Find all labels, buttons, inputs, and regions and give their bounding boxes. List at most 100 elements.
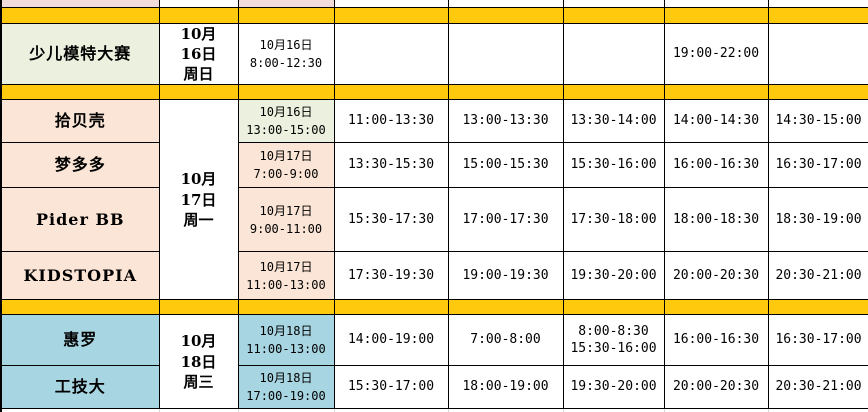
separator-cell	[333, 6, 449, 24]
separator-cell	[767, 299, 868, 316]
date-cell: 10月 16日 周日	[158, 22, 239, 86]
empty-cell	[158, 0, 239, 8]
event-row: KIDSTOPIA 10月17日 11:00-13:00 17:30-19:30 19…	[0, 251, 868, 301]
session-time-cell: 16:00-16:30	[663, 314, 769, 367]
session-time-cell: 20:00-20:30	[663, 365, 769, 410]
separator-cell	[158, 84, 239, 101]
separator-cell	[0, 299, 160, 316]
separator-cell	[562, 299, 665, 316]
separator-row	[0, 6, 868, 24]
session-time-cell: 19:00-22:00	[663, 22, 769, 86]
event-row: Pider BB 10月17日 9:00-11:00 15:30-17:30 17:0…	[0, 187, 868, 253]
session-time-cell: 19:00-19:30	[447, 251, 564, 301]
session-time-cell: 18:00-19:00	[447, 365, 564, 410]
event-name-cell: 拾贝壳	[0, 99, 160, 144]
separator-row	[0, 84, 868, 101]
event-row: 拾贝壳 10月 17日 周一 10月16日 13:00-15:00 11:00-13:…	[0, 99, 868, 301]
session-time-cell: 20:00-20:30	[663, 251, 769, 301]
empty-cell	[333, 0, 449, 8]
session-time-cell: 8:00-8:30 15:30-16:00	[562, 314, 665, 367]
session-time-cell: 15:00-15:30	[447, 142, 564, 189]
empty-cell	[562, 0, 665, 8]
outer-row	[0, 408, 868, 412]
date-cell: 10月 17日 周一	[158, 99, 239, 301]
first-session-cell: 10月16日 13:00-15:00	[237, 99, 335, 144]
session-time-cell: 16:30-17:00	[767, 314, 868, 367]
separator-cell	[767, 6, 868, 24]
event-name-cell: 工技大	[0, 365, 160, 410]
event-name-cell: 少儿模特大赛	[0, 22, 160, 86]
first-session-cell: 10月16日 8:00-12:30	[237, 22, 335, 86]
session-time-cell: 11:00-13:30	[333, 99, 449, 144]
session-time-cell: 15:30-17:30	[333, 187, 449, 253]
event-name-cell: 梦多多	[0, 142, 160, 189]
separator-cell	[237, 84, 335, 101]
session-time-cell: 17:00-17:30	[447, 187, 564, 253]
separator-cell	[333, 84, 449, 101]
date-cell: 10月 18日 周三	[158, 314, 239, 410]
session-time-cell: 16:30-17:00	[767, 142, 868, 189]
separator-cell	[562, 84, 665, 101]
separator-cell	[158, 6, 239, 24]
separator-cell	[333, 299, 449, 316]
session-time-cell: 13:00-13:30	[447, 99, 564, 144]
empty-cell	[237, 0, 335, 8]
event-row: 工技大 10月18日 17:00-19:00 15:30-17:00 18:00-19…	[0, 365, 868, 410]
separator-cell	[447, 299, 564, 316]
session-time-cell: 19:30-20:00	[562, 251, 665, 301]
event-row: 少儿模特大赛 10月 16日 周日 10月16日 8:00-12:30 19:00-2…	[0, 22, 868, 86]
empty-cell	[0, 0, 160, 8]
separator-row	[0, 299, 868, 316]
session-time-cell: 15:30-16:00	[562, 142, 665, 189]
session-time-cell: 15:30-17:00	[333, 365, 449, 410]
empty-cell	[767, 22, 868, 86]
session-time-cell: 13:30-14:00	[562, 99, 665, 144]
separator-cell	[237, 6, 335, 24]
separator-cell	[663, 6, 769, 24]
session-time-cell: 17:30-19:30	[333, 251, 449, 301]
session-time-cell: 7:00-8:00	[447, 314, 564, 367]
first-session-cell: 10月18日 17:00-19:00	[237, 365, 335, 410]
empty-cell	[562, 22, 665, 86]
empty-cell	[767, 0, 868, 8]
first-session-cell: 10月17日 9:00-11:00	[237, 187, 335, 253]
separator-cell	[663, 84, 769, 101]
empty-cell	[447, 22, 564, 86]
session-time-cell: 14:00-14:30	[663, 99, 769, 144]
event-name-cell: 惠罗	[0, 314, 160, 367]
separator-cell	[562, 6, 665, 24]
separator-cell	[237, 299, 335, 316]
separator-cell	[158, 299, 239, 316]
session-time-cell: 18:00-18:30	[663, 187, 769, 253]
session-time-cell: 18:30-19:00	[767, 187, 868, 253]
session-time-cell: 20:30-21:00	[767, 251, 868, 301]
separator-cell	[447, 6, 564, 24]
first-session-cell: 10月17日 11:00-13:00	[237, 251, 335, 301]
separator-cell	[447, 84, 564, 101]
session-time-cell: 16:00-16:30	[663, 142, 769, 189]
session-time-cell: 14:30-15:00	[767, 99, 868, 144]
event-name-cell: Pider BB	[0, 187, 160, 253]
empty-cell	[447, 0, 564, 8]
empty-cell	[767, 408, 868, 412]
event-name-cell: KIDSTOPIA	[0, 251, 160, 301]
session-time-cell: 20:30-21:00	[767, 365, 868, 410]
event-row: 梦多多 10月17日 7:00-9:00 13:30-15:30 15:00-15:3…	[0, 142, 868, 189]
first-session-cell: 10月17日 7:00-9:00	[237, 142, 335, 189]
separator-cell	[663, 299, 769, 316]
separator-cell	[0, 84, 160, 101]
empty-cell	[663, 0, 769, 8]
session-time-cell: 13:30-15:30	[333, 142, 449, 189]
partial-row	[0, 0, 868, 8]
first-session-cell: 10月18日 11:00-13:00	[237, 314, 335, 367]
empty-cell	[333, 22, 449, 86]
session-time-cell: 17:30-18:00	[562, 187, 665, 253]
session-time-cell: 14:00-19:00	[333, 314, 449, 367]
event-row: 惠罗 10月 18日 周三 10月18日 11:00-13:00 14:00-19:0…	[0, 314, 868, 410]
session-time-cell: 19:30-20:00	[562, 365, 665, 410]
separator-cell	[767, 84, 868, 101]
separator-cell	[0, 6, 160, 24]
